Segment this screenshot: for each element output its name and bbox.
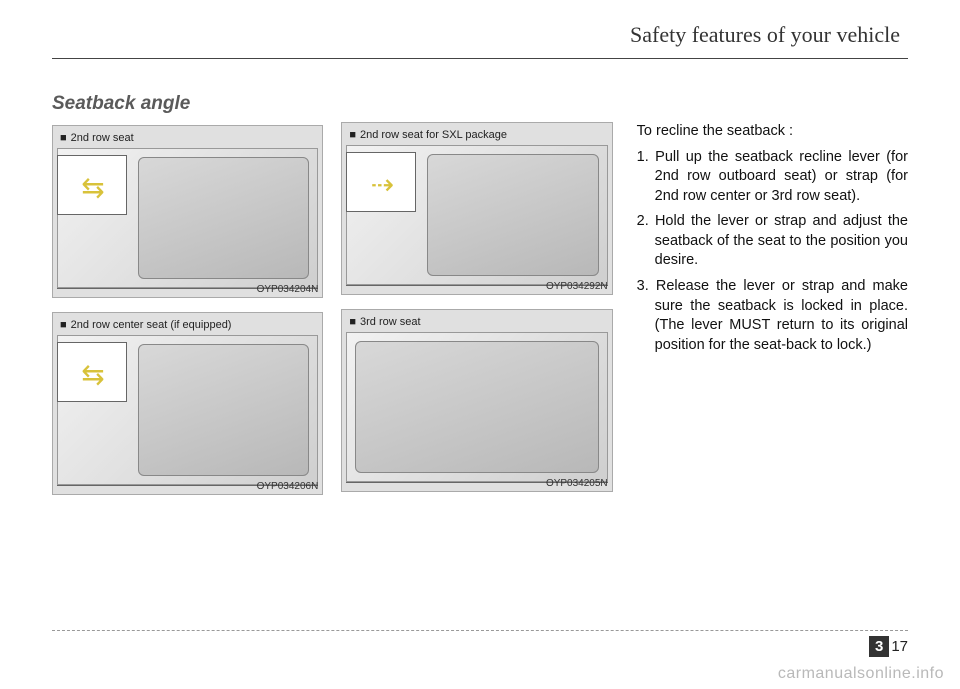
figure-caption: ■ 3rd row seat (346, 314, 607, 332)
recline-arrows-icon: ⇆ (70, 170, 116, 206)
fold-arrows-icon: ⇢ (359, 167, 405, 203)
figure-code: OYP034206N (257, 481, 319, 492)
figure-inset-icon: ⇢ (346, 152, 416, 212)
square-bullet-icon: ■ (349, 316, 356, 328)
bench-seat-shape-icon (355, 341, 598, 473)
intro-text: To recline the seatback : (637, 122, 908, 142)
figure-caption: ■ 2nd row center seat (if equipped) (57, 317, 318, 335)
square-bullet-icon: ■ (349, 129, 356, 141)
figure-caption-text: 2nd row center seat (if equipped) (71, 319, 232, 331)
figure-2nd-row-center-seat: ■ 2nd row center seat (if equipped) ⇆ OY… (52, 312, 323, 495)
steps-list: 1. Pull up the seatback recline lever (f… (637, 148, 908, 356)
content-columns: Seatback angle ■ 2nd row seat ⇆ OYP03420… (52, 93, 908, 509)
seat-shape-icon (138, 344, 309, 476)
figure-illustration: ⇆ (57, 335, 318, 485)
footer-dash-rule (52, 630, 908, 631)
page-number-value: 17 (891, 638, 908, 655)
figure-illustration: ⇆ (57, 148, 318, 288)
section-number: 3 (869, 636, 889, 657)
header-rule (52, 58, 908, 59)
square-bullet-icon: ■ (60, 319, 67, 331)
step-3: 3. Release the lever or strap and make s… (637, 277, 908, 355)
manual-page: Safety features of your vehicle Seatback… (0, 0, 960, 689)
figure-caption-text: 3rd row seat (360, 316, 421, 328)
step-2: 2. Hold the lever or strap and adjust th… (637, 212, 908, 271)
section-title: Seatback angle (52, 93, 323, 115)
watermark: carmanualsonline.info (778, 665, 944, 683)
figure-code: OYP034292N (546, 281, 608, 292)
square-bullet-icon: ■ (60, 132, 67, 144)
figure-2nd-row-sxl: ■ 2nd row seat for SXL package ⇢ OYP0342… (341, 122, 612, 295)
figure-code: OYP034205N (546, 478, 608, 489)
figure-inset-icon: ⇆ (57, 342, 127, 402)
figure-caption: ■ 2nd row seat for SXL package (346, 127, 607, 145)
figure-inset-icon: ⇆ (57, 155, 127, 215)
column-1: Seatback angle ■ 2nd row seat ⇆ OYP03420… (52, 93, 323, 509)
figure-code: OYP034204N (257, 284, 319, 295)
figure-2nd-row-seat: ■ 2nd row seat ⇆ OYP034204N (52, 125, 323, 298)
spacer (637, 93, 908, 122)
column-2: ■ 2nd row seat for SXL package ⇢ OYP0342… (341, 93, 612, 509)
figure-caption: ■ 2nd row seat (57, 130, 318, 148)
spacer (341, 93, 612, 122)
seat-shape-icon (138, 157, 309, 279)
column-3: To recline the seatback : 1. Pull up the… (631, 93, 908, 509)
seat-shape-icon (427, 154, 598, 276)
figure-3rd-row-seat: ■ 3rd row seat OYP034205N (341, 309, 612, 492)
figure-illustration (346, 332, 607, 482)
step-1: 1. Pull up the seatback recline lever (f… (637, 148, 908, 207)
figure-illustration: ⇢ (346, 145, 607, 285)
page-number: 317 (869, 638, 908, 655)
figure-caption-text: 2nd row seat for SXL package (360, 129, 507, 141)
chapter-title: Safety features of your vehicle (630, 22, 900, 48)
recline-arrows-icon: ⇆ (70, 357, 116, 393)
figure-caption-text: 2nd row seat (71, 132, 134, 144)
